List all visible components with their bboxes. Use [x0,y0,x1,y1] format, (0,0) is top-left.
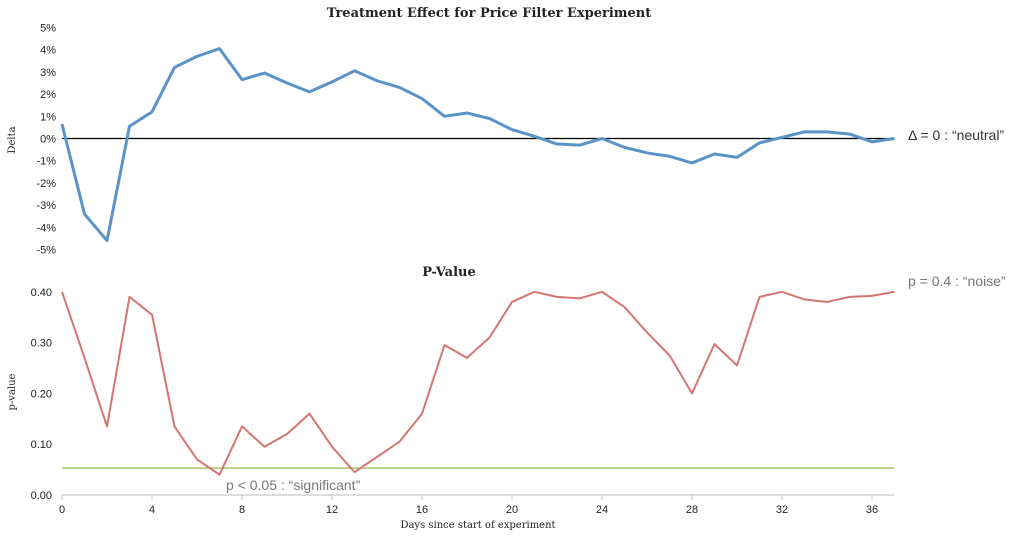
delta-y-label: Delta [7,126,18,153]
noise-annotation: p = 0.4 : “noise” [908,273,1006,289]
neutral-annotation: Δ = 0 : “neutral” [908,127,1004,143]
x-tick-label: 4 [149,504,155,516]
delta-y-tick-label: 3% [40,67,56,79]
x-tick-label: 8 [239,504,245,516]
significant-annotation: p < 0.05 : “significant” [226,477,361,493]
delta-series-line [60,47,895,243]
pvalue-chart-title: P-Value [422,265,476,280]
pvalue-chart: P-Value p-value 0.40 0.30 0.20 0.10 0.00 0 4 8… [7,265,1006,531]
x-tick-label: 36 [866,504,878,516]
delta-y-tick-label: -4% [36,222,56,234]
x-tick-label: 24 [596,504,608,516]
delta-y-tick-label: -2% [36,178,56,190]
x-tick-label: 28 [686,504,698,516]
x-axis-label: Days since start of experiment [400,520,555,531]
x-tick-label: 12 [326,504,338,516]
delta-y-tick-label: 5% [40,23,56,35]
delta-y-tick-label: -3% [36,200,56,212]
delta-y-tick-label: 1% [40,111,56,123]
delta-y-tick-label: 4% [40,45,56,57]
delta-y-tick-label: 2% [40,89,56,101]
delta-chart: Treatment Effect for Price Filter Experi… [7,6,1004,257]
x-tick-label: 32 [776,504,788,516]
pvalue-y-tick-label: 0.20 [31,388,52,400]
x-tick-label: 20 [506,504,518,516]
pvalue-y-tick-label: 0.40 [31,287,52,299]
x-tick-label: 0 [59,504,65,516]
pvalue-y-tick-label: 0.30 [31,338,52,350]
delta-y-tick-label: -1% [36,156,56,168]
pvalue-y-tick-label: 0.10 [31,439,52,451]
delta-y-tick-label: 0% [40,134,56,146]
pvalue-series-line [61,290,895,476]
x-tick-label: 16 [416,504,428,516]
delta-y-tick-label: -5% [36,245,56,257]
delta-chart-title: Treatment Effect for Price Filter Experi… [327,6,652,21]
pvalue-y-tick-label: 0.00 [31,490,52,502]
pvalue-y-label: p-value [7,373,18,410]
